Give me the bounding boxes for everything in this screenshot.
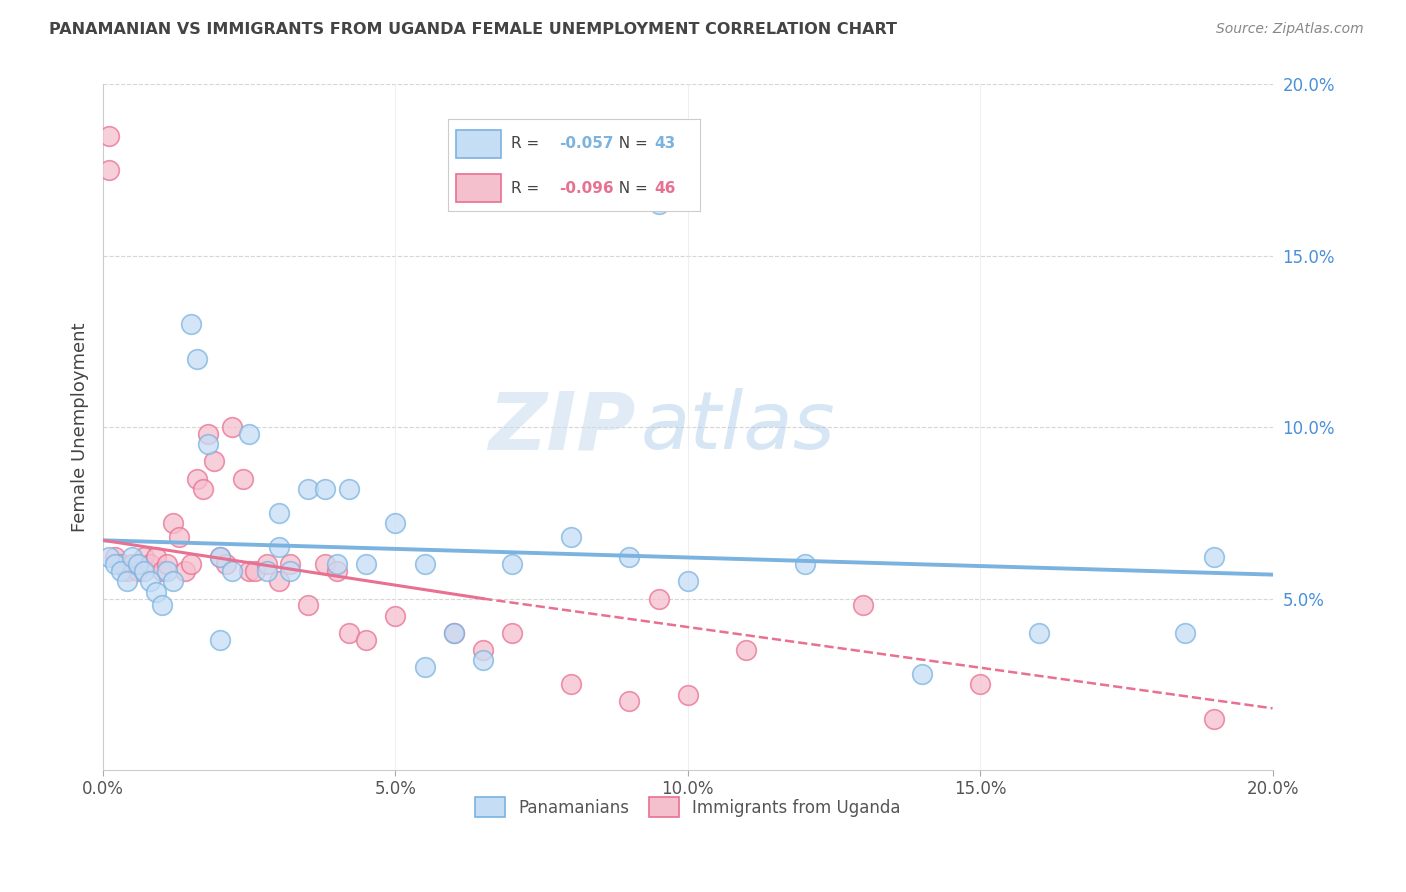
Point <box>267 574 290 589</box>
Point <box>676 688 699 702</box>
Point <box>472 643 495 657</box>
Point <box>215 558 238 572</box>
Point <box>238 427 260 442</box>
Point <box>384 608 406 623</box>
Point <box>278 558 301 572</box>
Point <box>156 564 179 578</box>
Point <box>969 677 991 691</box>
Point <box>180 558 202 572</box>
Point <box>314 482 336 496</box>
Point <box>110 558 132 572</box>
Point <box>127 564 149 578</box>
Point <box>501 626 523 640</box>
Point <box>104 550 127 565</box>
Point <box>197 437 219 451</box>
Text: Source: ZipAtlas.com: Source: ZipAtlas.com <box>1216 22 1364 37</box>
Point <box>619 550 641 565</box>
Point <box>413 660 436 674</box>
Point <box>297 482 319 496</box>
Point <box>501 558 523 572</box>
Point <box>174 564 197 578</box>
Point <box>98 163 121 178</box>
Point <box>221 420 243 434</box>
Point <box>139 558 162 572</box>
Point <box>256 564 278 578</box>
Point <box>413 558 436 572</box>
Text: ZIP: ZIP <box>488 388 636 467</box>
Point <box>132 564 155 578</box>
Point <box>267 540 290 554</box>
Point <box>115 564 138 578</box>
Point <box>647 591 669 606</box>
Point <box>256 558 278 572</box>
Point <box>278 564 301 578</box>
Point <box>472 653 495 667</box>
Point <box>191 482 214 496</box>
Point <box>560 677 582 691</box>
Point <box>243 564 266 578</box>
Text: atlas: atlas <box>641 388 835 467</box>
Point <box>443 626 465 640</box>
Point <box>384 516 406 531</box>
Point <box>197 427 219 442</box>
Point <box>238 564 260 578</box>
Point <box>354 632 377 647</box>
Point <box>98 128 121 143</box>
Point <box>209 632 232 647</box>
Point <box>121 558 143 572</box>
Point <box>337 626 360 640</box>
Point <box>186 351 208 366</box>
Text: PANAMANIAN VS IMMIGRANTS FROM UGANDA FEMALE UNEMPLOYMENT CORRELATION CHART: PANAMANIAN VS IMMIGRANTS FROM UGANDA FEM… <box>49 22 897 37</box>
Point <box>115 574 138 589</box>
Point <box>852 599 875 613</box>
Point <box>145 550 167 565</box>
Point <box>209 550 232 565</box>
Point <box>110 564 132 578</box>
Point <box>1174 626 1197 640</box>
Point <box>1202 712 1225 726</box>
Point <box>121 550 143 565</box>
Point <box>150 564 173 578</box>
Point <box>676 574 699 589</box>
Point <box>221 564 243 578</box>
Point <box>337 482 360 496</box>
Y-axis label: Female Unemployment: Female Unemployment <box>72 323 89 532</box>
Point <box>145 584 167 599</box>
Point <box>735 643 758 657</box>
Point <box>1028 626 1050 640</box>
Point <box>354 558 377 572</box>
Point <box>127 558 149 572</box>
Point <box>104 558 127 572</box>
Point <box>1202 550 1225 565</box>
Point <box>911 667 934 681</box>
Point <box>297 599 319 613</box>
Legend: Panamanians, Immigrants from Uganda: Panamanians, Immigrants from Uganda <box>468 791 908 823</box>
Point <box>132 550 155 565</box>
Point <box>793 558 815 572</box>
Point <box>326 564 349 578</box>
Point <box>156 558 179 572</box>
Point <box>162 574 184 589</box>
Point <box>186 472 208 486</box>
Point <box>150 599 173 613</box>
Point <box>560 530 582 544</box>
Point <box>202 454 225 468</box>
Point <box>314 558 336 572</box>
Point <box>267 506 290 520</box>
Point <box>139 574 162 589</box>
Point <box>167 530 190 544</box>
Point <box>162 516 184 531</box>
Point <box>180 318 202 332</box>
Point <box>98 550 121 565</box>
Point <box>647 197 669 211</box>
Point <box>326 558 349 572</box>
Point <box>619 694 641 708</box>
Point <box>209 550 232 565</box>
Point <box>232 472 254 486</box>
Point <box>443 626 465 640</box>
